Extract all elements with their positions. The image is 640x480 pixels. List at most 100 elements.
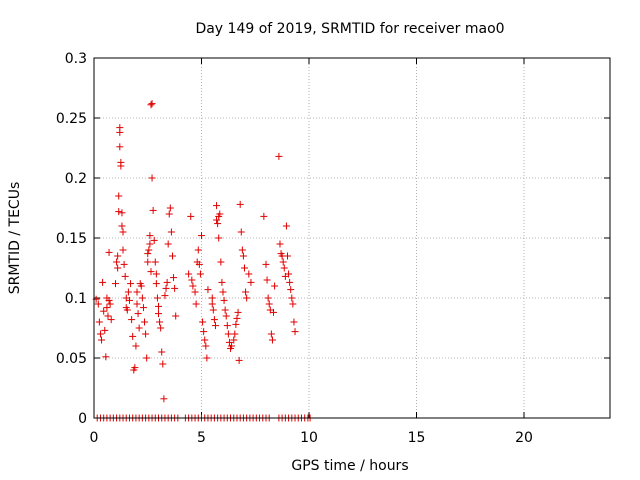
data-point-plus bbox=[115, 208, 123, 216]
data-point-plus bbox=[158, 348, 166, 356]
data-point-plus bbox=[146, 232, 154, 240]
data-point-plus bbox=[247, 278, 255, 286]
data-point-plus bbox=[201, 336, 209, 344]
data-point-plus bbox=[144, 250, 152, 258]
data-point-plus bbox=[147, 101, 155, 109]
data-point-plus bbox=[230, 336, 238, 344]
y-tick-label: 0.1 bbox=[65, 291, 87, 307]
data-point-plus bbox=[118, 222, 126, 230]
data-point-plus bbox=[276, 240, 284, 248]
data-point-plus bbox=[123, 306, 131, 314]
data-point-plus bbox=[195, 260, 203, 268]
data-point-plus bbox=[127, 280, 135, 288]
x-axis-label: GPS time / hours bbox=[291, 458, 408, 474]
data-point-plus bbox=[290, 318, 298, 326]
data-point-plus bbox=[155, 302, 162, 310]
data-point-plus bbox=[232, 320, 240, 328]
y-tick-label: 0.3 bbox=[65, 51, 87, 67]
data-point-plus bbox=[112, 280, 119, 288]
y-axis-label: SRMTID / TECUs bbox=[7, 182, 23, 295]
data-point-plus bbox=[147, 268, 155, 276]
data-point-plus bbox=[215, 234, 223, 242]
data-point-plus bbox=[239, 252, 247, 260]
data-point-plus bbox=[275, 152, 283, 160]
data-point-plus bbox=[213, 202, 221, 210]
data-point-plus bbox=[131, 364, 139, 372]
data-point-plus bbox=[260, 212, 268, 220]
y-tick-label: 0.25 bbox=[56, 111, 87, 127]
data-point-plus bbox=[138, 294, 146, 302]
data-point-plus bbox=[134, 310, 142, 318]
data-point-plus bbox=[96, 330, 104, 338]
data-point-plus bbox=[116, 143, 124, 151]
plot-frame bbox=[93, 57, 611, 419]
data-point-plus bbox=[196, 270, 204, 278]
data-point-plus bbox=[114, 264, 122, 272]
data-point-plus bbox=[105, 296, 113, 304]
data-point-plus bbox=[233, 314, 241, 322]
y-tick-label: 0 bbox=[78, 411, 87, 427]
data-point-plus bbox=[115, 192, 123, 200]
data-point-plus bbox=[148, 174, 156, 182]
data-point-plus bbox=[235, 356, 243, 364]
data-point-plus bbox=[137, 282, 145, 290]
data-point-plus bbox=[245, 270, 253, 278]
data-point-plus bbox=[105, 248, 113, 256]
data-point-plus bbox=[129, 332, 137, 340]
data-point-plus bbox=[287, 286, 295, 294]
data-point-plus bbox=[222, 312, 230, 320]
chart-title: Day 149 of 2019, SRMTID for receiver mao… bbox=[195, 21, 504, 37]
data-point-plus bbox=[153, 294, 161, 302]
data-point-plus bbox=[189, 282, 197, 290]
y-tick-label: 0.15 bbox=[56, 231, 87, 247]
data-point-plus bbox=[217, 258, 225, 266]
data-point-plus bbox=[211, 322, 219, 330]
data-point-plus bbox=[268, 336, 276, 344]
data-point-plus bbox=[155, 310, 162, 318]
data-point-plus bbox=[99, 278, 107, 286]
data-point-plus bbox=[114, 252, 122, 260]
data-point-plus bbox=[107, 316, 115, 324]
data-point-plus bbox=[200, 328, 208, 336]
data-point-plus bbox=[102, 353, 110, 361]
data-point-plus bbox=[146, 240, 154, 248]
data-point-plus bbox=[204, 286, 212, 294]
data-point-plus bbox=[214, 220, 222, 228]
data-point-plus bbox=[188, 276, 196, 284]
x-tick-label: 5 bbox=[197, 430, 206, 446]
data-point-plus bbox=[118, 209, 126, 217]
data-point-plus bbox=[279, 258, 287, 266]
data-point-plus bbox=[151, 258, 159, 266]
data-point-plus bbox=[171, 284, 179, 292]
grid-lines bbox=[94, 58, 610, 418]
data-point-plus bbox=[241, 264, 248, 272]
data-point-plus bbox=[218, 278, 226, 286]
data-point-plus bbox=[203, 354, 211, 362]
data-point-plus bbox=[224, 330, 232, 338]
data-point-plus bbox=[165, 210, 173, 218]
data-point-plus bbox=[162, 284, 170, 292]
data-point-plus bbox=[156, 318, 164, 326]
data-point-plus bbox=[104, 312, 112, 320]
data-point-plus bbox=[216, 210, 224, 218]
data-point-plus bbox=[265, 300, 273, 308]
data-point-plus bbox=[220, 296, 228, 304]
data-point-plus bbox=[192, 300, 200, 308]
data-point-plus bbox=[187, 212, 195, 220]
data-point-plus bbox=[291, 328, 299, 336]
data-point-plus bbox=[133, 300, 141, 308]
data-point-plus bbox=[160, 395, 168, 403]
data-point-plus bbox=[143, 354, 151, 362]
data-point-plus bbox=[124, 288, 132, 296]
data-point-plus bbox=[141, 318, 149, 326]
data-point-plus bbox=[270, 308, 278, 316]
x-tick-label: 0 bbox=[90, 430, 99, 446]
data-point-plus bbox=[286, 278, 294, 286]
data-point-plus bbox=[119, 246, 127, 254]
data-point-plus bbox=[264, 294, 272, 302]
data-point-plus bbox=[234, 308, 242, 316]
data-point-plus bbox=[125, 296, 133, 304]
data-point-plus bbox=[145, 246, 153, 254]
data-point-plus bbox=[106, 300, 114, 308]
